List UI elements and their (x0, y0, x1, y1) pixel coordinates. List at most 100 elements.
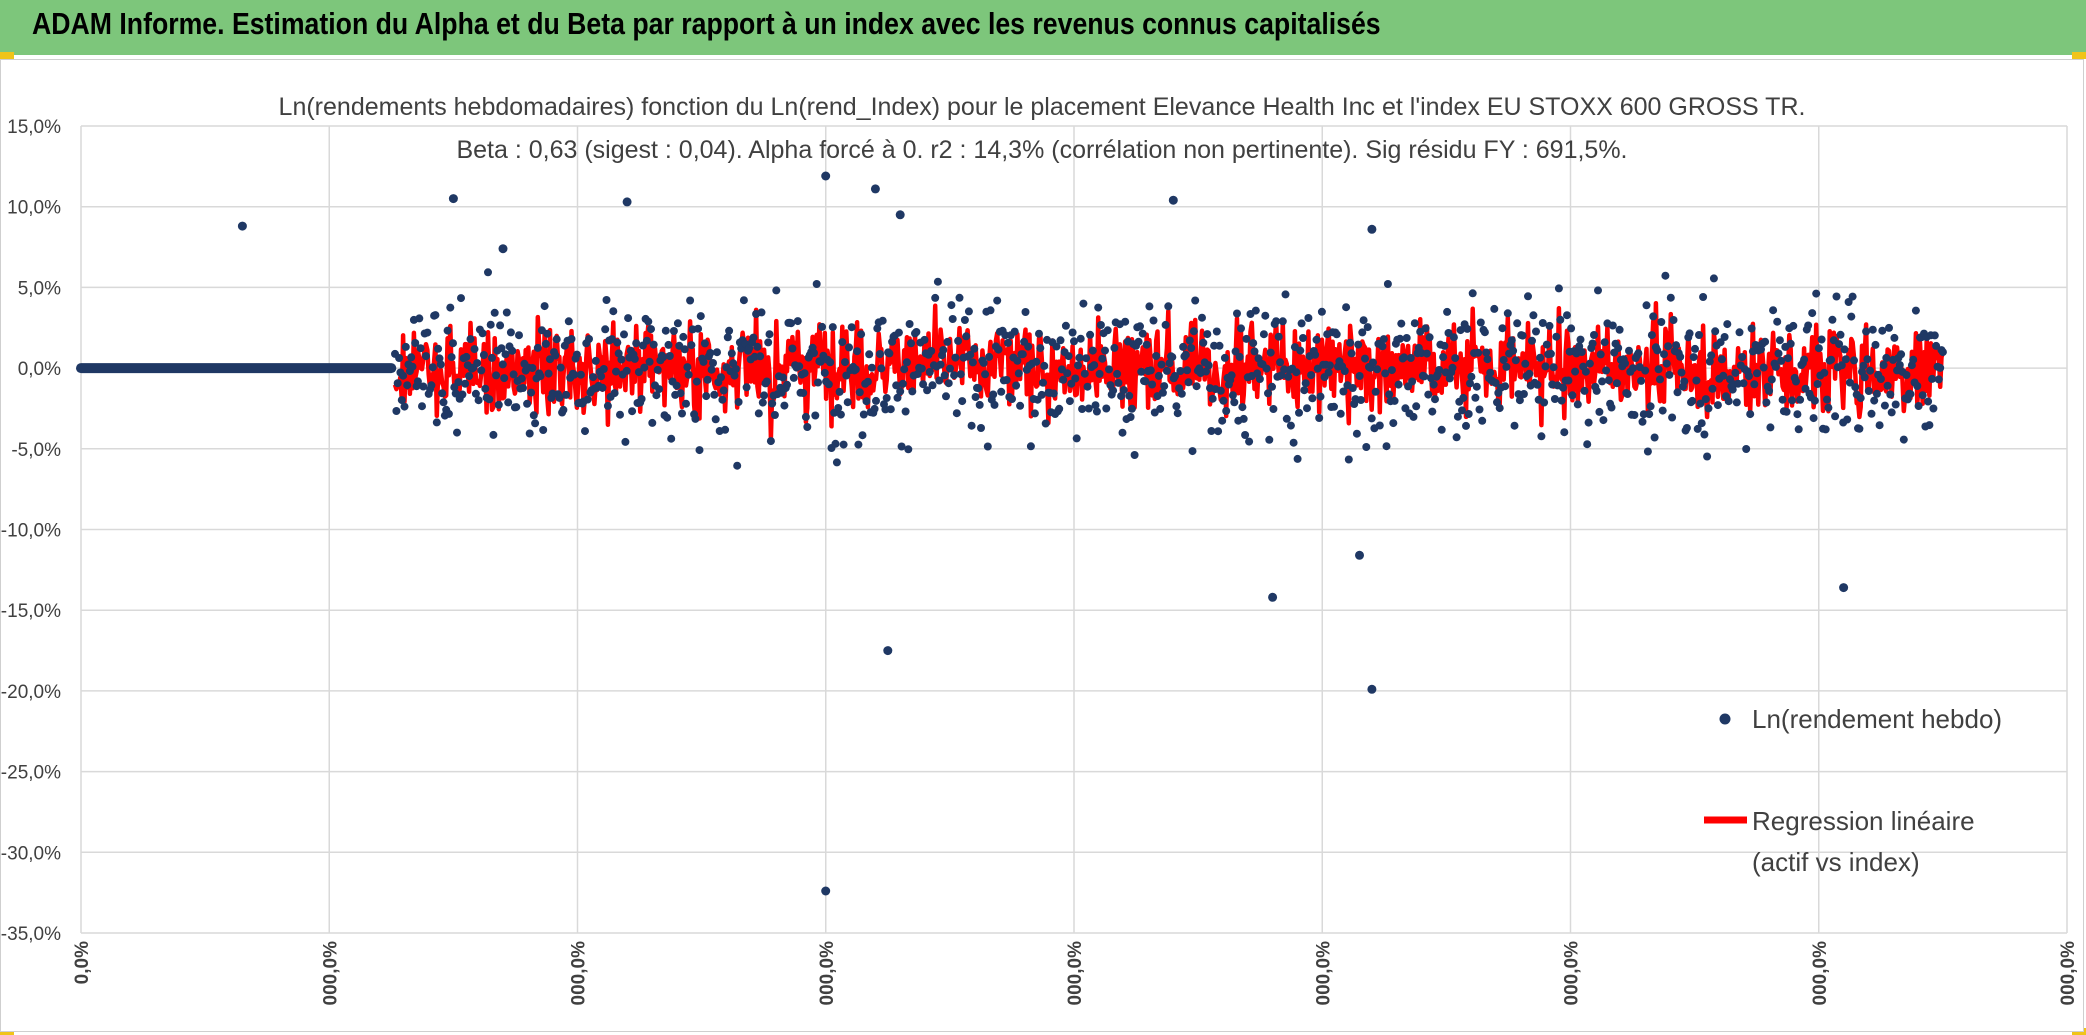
data-point (1750, 380, 1759, 389)
data-point (1422, 349, 1431, 358)
data-point (713, 348, 721, 357)
data-point (1348, 384, 1357, 392)
data-point (952, 409, 961, 418)
data-point (423, 328, 432, 337)
data-point (1599, 416, 1608, 425)
data-point (559, 405, 568, 414)
data-point (824, 380, 833, 389)
data-point (1356, 396, 1365, 404)
data-point (1766, 423, 1775, 432)
data-point (1330, 402, 1338, 411)
data-point (1219, 396, 1228, 405)
data-point (1746, 410, 1755, 419)
data-point (1161, 320, 1170, 329)
data-point (803, 423, 812, 431)
x-tick-label: 000,0% (2058, 941, 2079, 1006)
data-point (1909, 355, 1918, 364)
data-point (602, 296, 611, 304)
data-point (1747, 324, 1756, 333)
data-point (940, 371, 949, 380)
data-point (858, 431, 867, 440)
data-point-outlier (1839, 583, 1849, 593)
data-point (1885, 323, 1893, 332)
data-point (1301, 379, 1310, 388)
data-point (1429, 380, 1438, 389)
data-point (501, 350, 510, 359)
data-point (1664, 342, 1673, 351)
data-point (1188, 447, 1197, 456)
data-point (939, 346, 948, 354)
data-point (1375, 421, 1384, 430)
data-point (1096, 321, 1105, 329)
data-point (948, 315, 957, 323)
data-point (788, 344, 797, 353)
data-point (1072, 434, 1081, 443)
data-point (1882, 353, 1891, 362)
data-point (1744, 372, 1753, 381)
data-point (488, 353, 496, 362)
data-point (1026, 442, 1035, 451)
data-point (454, 378, 463, 387)
data-point (431, 311, 440, 320)
data-point (1682, 424, 1691, 432)
data-point (834, 404, 843, 412)
data-point (519, 384, 527, 392)
data-point (749, 333, 758, 342)
data-point (1913, 382, 1922, 390)
data-point (836, 410, 845, 419)
data-point (1308, 394, 1317, 403)
data-point (717, 373, 725, 382)
data-point (1713, 401, 1722, 410)
data-point (528, 364, 537, 372)
data-point (828, 323, 837, 332)
data-point (1202, 367, 1210, 376)
data-point (1475, 405, 1484, 414)
data-point (1491, 378, 1500, 387)
data-point (474, 396, 483, 405)
data-point (1518, 331, 1527, 340)
data-point (1556, 315, 1565, 324)
data-point (640, 363, 649, 372)
data-point (680, 345, 689, 354)
data-point (1261, 311, 1270, 320)
data-point (896, 387, 905, 396)
data-point (673, 319, 682, 328)
data-point (1812, 289, 1821, 298)
data-point (947, 301, 956, 310)
data-point (1709, 274, 1718, 283)
data-point (1091, 401, 1100, 410)
data-point (1607, 403, 1616, 412)
data-point (1564, 376, 1573, 385)
data-point (664, 340, 673, 349)
data-point (634, 368, 643, 377)
data-point (1876, 375, 1885, 383)
data-point (494, 400, 503, 409)
axes: 15,0% 10,0% 5,0% 0,0% -5,0% -10,0% -15,0% -20,0… (1, 117, 2079, 1005)
data-point (1265, 435, 1274, 444)
data-point (1118, 428, 1127, 437)
data-point (1657, 318, 1666, 326)
data-point (1179, 342, 1188, 351)
data-point (1668, 413, 1677, 422)
data-point (841, 358, 849, 367)
data-point (923, 386, 932, 395)
data-point (1672, 341, 1681, 350)
data-point (851, 365, 860, 374)
data-point (1110, 343, 1119, 352)
y-tick-label: 10,0% (7, 198, 61, 219)
data-point (1660, 350, 1668, 359)
data-point (694, 324, 703, 333)
data-point (1513, 319, 1522, 328)
data-point (570, 370, 579, 379)
data-point (1661, 271, 1670, 280)
data-point (1932, 341, 1941, 350)
data-point (539, 426, 548, 434)
data-point (964, 307, 973, 316)
y-tick-label: 15,0% (7, 117, 61, 138)
data-point (1084, 404, 1093, 413)
data-point (1666, 293, 1675, 302)
data-point (1604, 376, 1613, 385)
data-point (497, 344, 506, 353)
data-point (1373, 365, 1382, 374)
data-point (1018, 350, 1027, 359)
